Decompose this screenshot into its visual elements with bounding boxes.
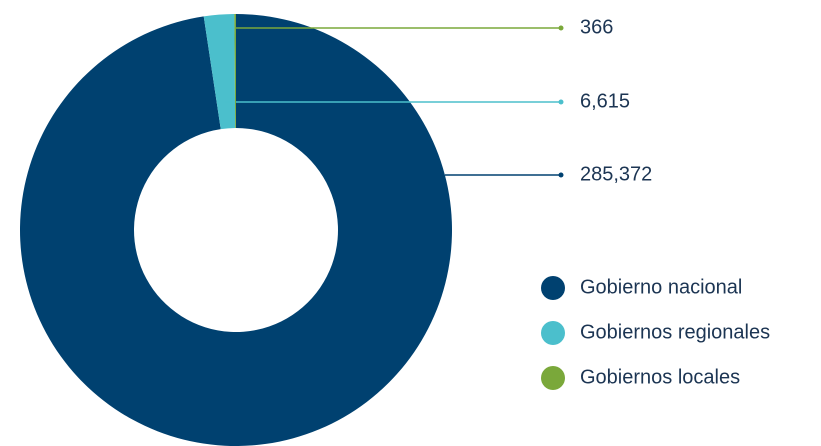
legend-swatch — [541, 366, 565, 390]
leader-dot — [558, 99, 564, 105]
value-label: 6,615 — [580, 90, 630, 112]
donut-slice — [203, 14, 236, 130]
legend-label: Gobierno nacional — [580, 276, 742, 298]
donut-slice — [20, 14, 453, 446]
leader-dot — [558, 172, 564, 178]
legend-swatch — [541, 276, 565, 300]
legend-label: Gobiernos locales — [580, 366, 740, 388]
legend-swatch — [541, 321, 565, 345]
leader-dot — [558, 25, 564, 31]
legend-label: Gobiernos regionales — [580, 321, 770, 343]
donut-slice — [234, 14, 236, 129]
value-label: 366 — [580, 16, 613, 38]
value-label: 285,372 — [580, 163, 652, 185]
